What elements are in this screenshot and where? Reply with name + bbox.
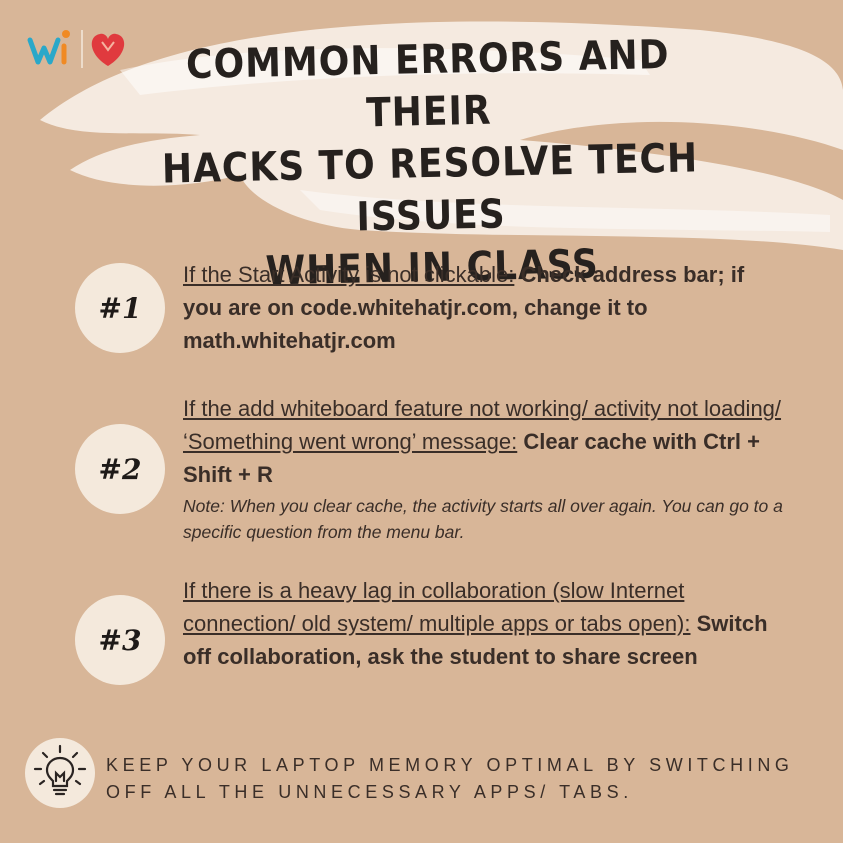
badge-3: #3 [75, 595, 165, 685]
item-condition: If there is a heavy lag in collaboration… [183, 578, 691, 636]
lightbulb-icon [33, 744, 87, 796]
whitehatjr-logo [27, 30, 70, 65]
item-note: Note: When you clear cache, the activity… [183, 496, 783, 542]
brush-stroke-background [40, 21, 843, 250]
title-line: Hacks to Resolve Tech Issues [161, 135, 699, 241]
lightbulb-icon-badge [25, 738, 95, 808]
item-fix: Switch off collaboration, ask the studen… [183, 611, 768, 669]
list-item-3: If there is a heavy lag in collaboration… [183, 574, 783, 673]
item-condition: If the add whiteboard feature not workin… [183, 396, 782, 454]
list-item-1: If the Start Activity is not clickable: … [183, 258, 783, 357]
badge-1: #1 [75, 263, 165, 353]
badge-2: #2 [75, 424, 165, 514]
item-condition: If the Start Activity is not clickable: [183, 262, 515, 287]
tip-text: Keep your laptop memory optimal by switc… [106, 755, 794, 802]
item-fix: Clear cache with Ctrl + Shift + R [183, 429, 760, 487]
heart-logo [91, 33, 125, 66]
item-fix: Check address bar; if you are on code.wh… [183, 262, 745, 353]
list-item-2: If the add whiteboard feature not workin… [183, 392, 783, 545]
brand-logos [27, 30, 125, 68]
title-line: Common Errors and Their [185, 31, 670, 137]
